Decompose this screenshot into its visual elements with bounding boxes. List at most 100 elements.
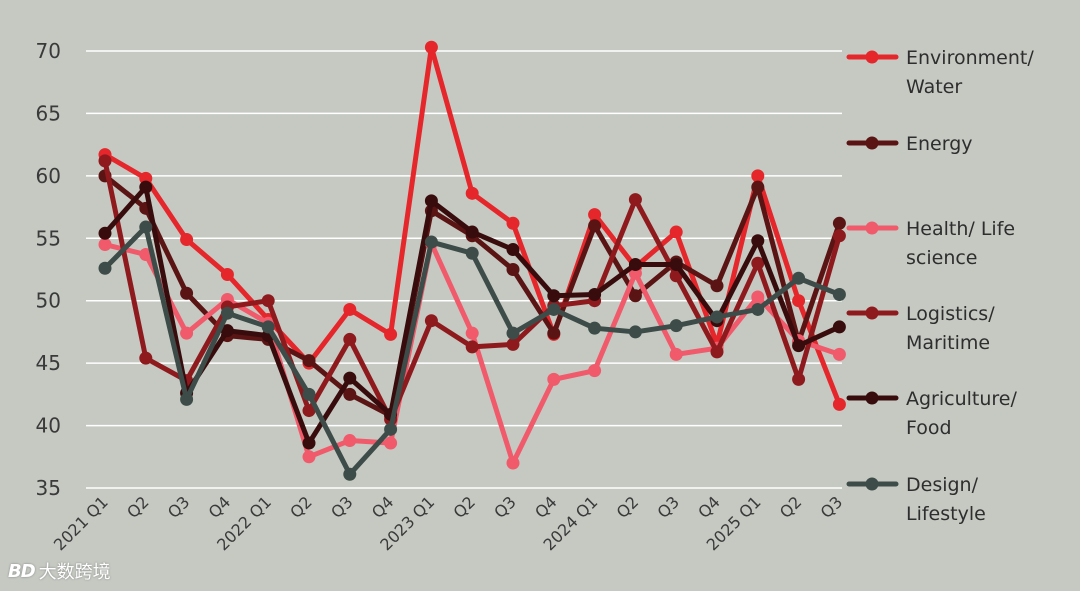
data-point bbox=[832, 229, 846, 243]
data-point bbox=[465, 186, 479, 200]
legend-item: Environment/Water bbox=[846, 47, 1034, 98]
data-point bbox=[628, 258, 642, 272]
data-point bbox=[180, 326, 194, 340]
data-point bbox=[180, 233, 194, 247]
data-point bbox=[506, 263, 520, 276]
data-point bbox=[343, 467, 357, 481]
legend-swatch-marker bbox=[865, 136, 879, 150]
x-tick-label: Q3 bbox=[164, 492, 194, 522]
legend-swatch-marker bbox=[865, 306, 879, 320]
data-point bbox=[424, 235, 438, 249]
y-tick-label: 55 bbox=[36, 226, 61, 250]
data-point bbox=[220, 306, 234, 320]
data-point bbox=[302, 436, 316, 450]
x-tick-label: Q4 bbox=[694, 492, 724, 522]
data-point bbox=[343, 332, 357, 346]
data-point bbox=[98, 238, 112, 252]
y-tick-label: 60 bbox=[36, 164, 61, 188]
legend-item: Agriculture/Food bbox=[846, 388, 1017, 439]
legend-label: Energy bbox=[906, 133, 973, 155]
x-tick-label: Q2 bbox=[613, 492, 643, 522]
data-point bbox=[220, 324, 234, 338]
data-point bbox=[465, 326, 479, 340]
legend-label: Agriculture/ bbox=[906, 388, 1017, 410]
data-point bbox=[139, 351, 153, 365]
data-point bbox=[302, 450, 316, 464]
watermark: BD 大数跨境 bbox=[8, 558, 111, 584]
data-point bbox=[588, 219, 602, 233]
legend-label: Design/ bbox=[906, 474, 979, 496]
data-point bbox=[628, 289, 642, 303]
data-point bbox=[261, 320, 275, 334]
x-tick-label: Q2 bbox=[776, 492, 806, 522]
data-point bbox=[98, 226, 112, 240]
y-tick-label: 70 bbox=[36, 39, 61, 63]
data-point bbox=[424, 40, 438, 54]
data-point bbox=[180, 286, 194, 300]
legend-label: Logistics/ bbox=[906, 303, 995, 325]
y-tick-label: 65 bbox=[36, 101, 61, 125]
watermark-text: 大数跨境 bbox=[38, 562, 111, 583]
y-tick-label: 50 bbox=[36, 289, 61, 313]
data-point bbox=[751, 256, 765, 270]
data-point bbox=[261, 294, 275, 308]
x-tick-label: Q3 bbox=[327, 492, 357, 522]
data-point bbox=[751, 302, 765, 316]
data-point bbox=[669, 347, 683, 361]
data-point bbox=[220, 267, 234, 281]
data-point bbox=[792, 339, 806, 353]
data-point bbox=[139, 220, 153, 234]
data-point bbox=[384, 422, 398, 436]
data-point bbox=[98, 261, 112, 275]
data-point bbox=[588, 321, 602, 335]
legend-swatch-marker bbox=[865, 50, 879, 64]
legend-item: Logistics/Maritime bbox=[846, 303, 995, 354]
data-point bbox=[343, 387, 357, 401]
watermark-logo-icon: BD bbox=[8, 560, 36, 582]
data-point bbox=[384, 327, 398, 341]
legend-label: Health/ Life bbox=[906, 218, 1015, 240]
data-point bbox=[751, 169, 765, 183]
legend-label: Food bbox=[906, 417, 952, 439]
data-point bbox=[465, 225, 479, 239]
series-1 bbox=[98, 169, 846, 423]
data-point bbox=[710, 345, 724, 359]
data-point bbox=[710, 310, 724, 324]
x-tick-label: Q2 bbox=[286, 492, 316, 522]
data-point bbox=[465, 340, 479, 354]
y-tick-label: 35 bbox=[36, 476, 61, 500]
data-point bbox=[669, 258, 683, 272]
x-tick-label: Q4 bbox=[205, 492, 235, 522]
data-point bbox=[832, 347, 846, 361]
data-point bbox=[669, 319, 683, 333]
data-point bbox=[669, 225, 683, 239]
data-point bbox=[506, 456, 520, 470]
data-point bbox=[547, 326, 561, 340]
y-axis: 35 40 45 50 55 60 65 70 bbox=[36, 39, 61, 500]
x-tick-label: Q4 bbox=[531, 492, 561, 522]
data-point bbox=[751, 234, 765, 248]
data-point bbox=[465, 246, 479, 260]
data-point bbox=[343, 434, 357, 448]
legend: Environment/Water Energy Health/ Life scien… bbox=[846, 47, 1034, 525]
legend-item: Energy bbox=[846, 133, 973, 155]
data-point bbox=[628, 325, 642, 339]
data-point bbox=[832, 397, 846, 411]
series-5 bbox=[98, 220, 846, 481]
data-point bbox=[832, 320, 846, 334]
data-point bbox=[792, 294, 806, 308]
x-tick-label: Q2 bbox=[123, 492, 153, 522]
data-point bbox=[588, 208, 602, 222]
y-tick-label: 40 bbox=[36, 414, 61, 438]
x-tick-label: Q3 bbox=[490, 492, 520, 522]
data-point bbox=[751, 180, 765, 194]
data-point bbox=[792, 271, 806, 285]
data-point bbox=[506, 326, 520, 340]
x-tick-label: Q3 bbox=[653, 492, 683, 522]
data-point bbox=[384, 436, 398, 450]
data-point bbox=[302, 404, 316, 418]
data-point bbox=[547, 302, 561, 316]
data-point bbox=[506, 337, 520, 351]
